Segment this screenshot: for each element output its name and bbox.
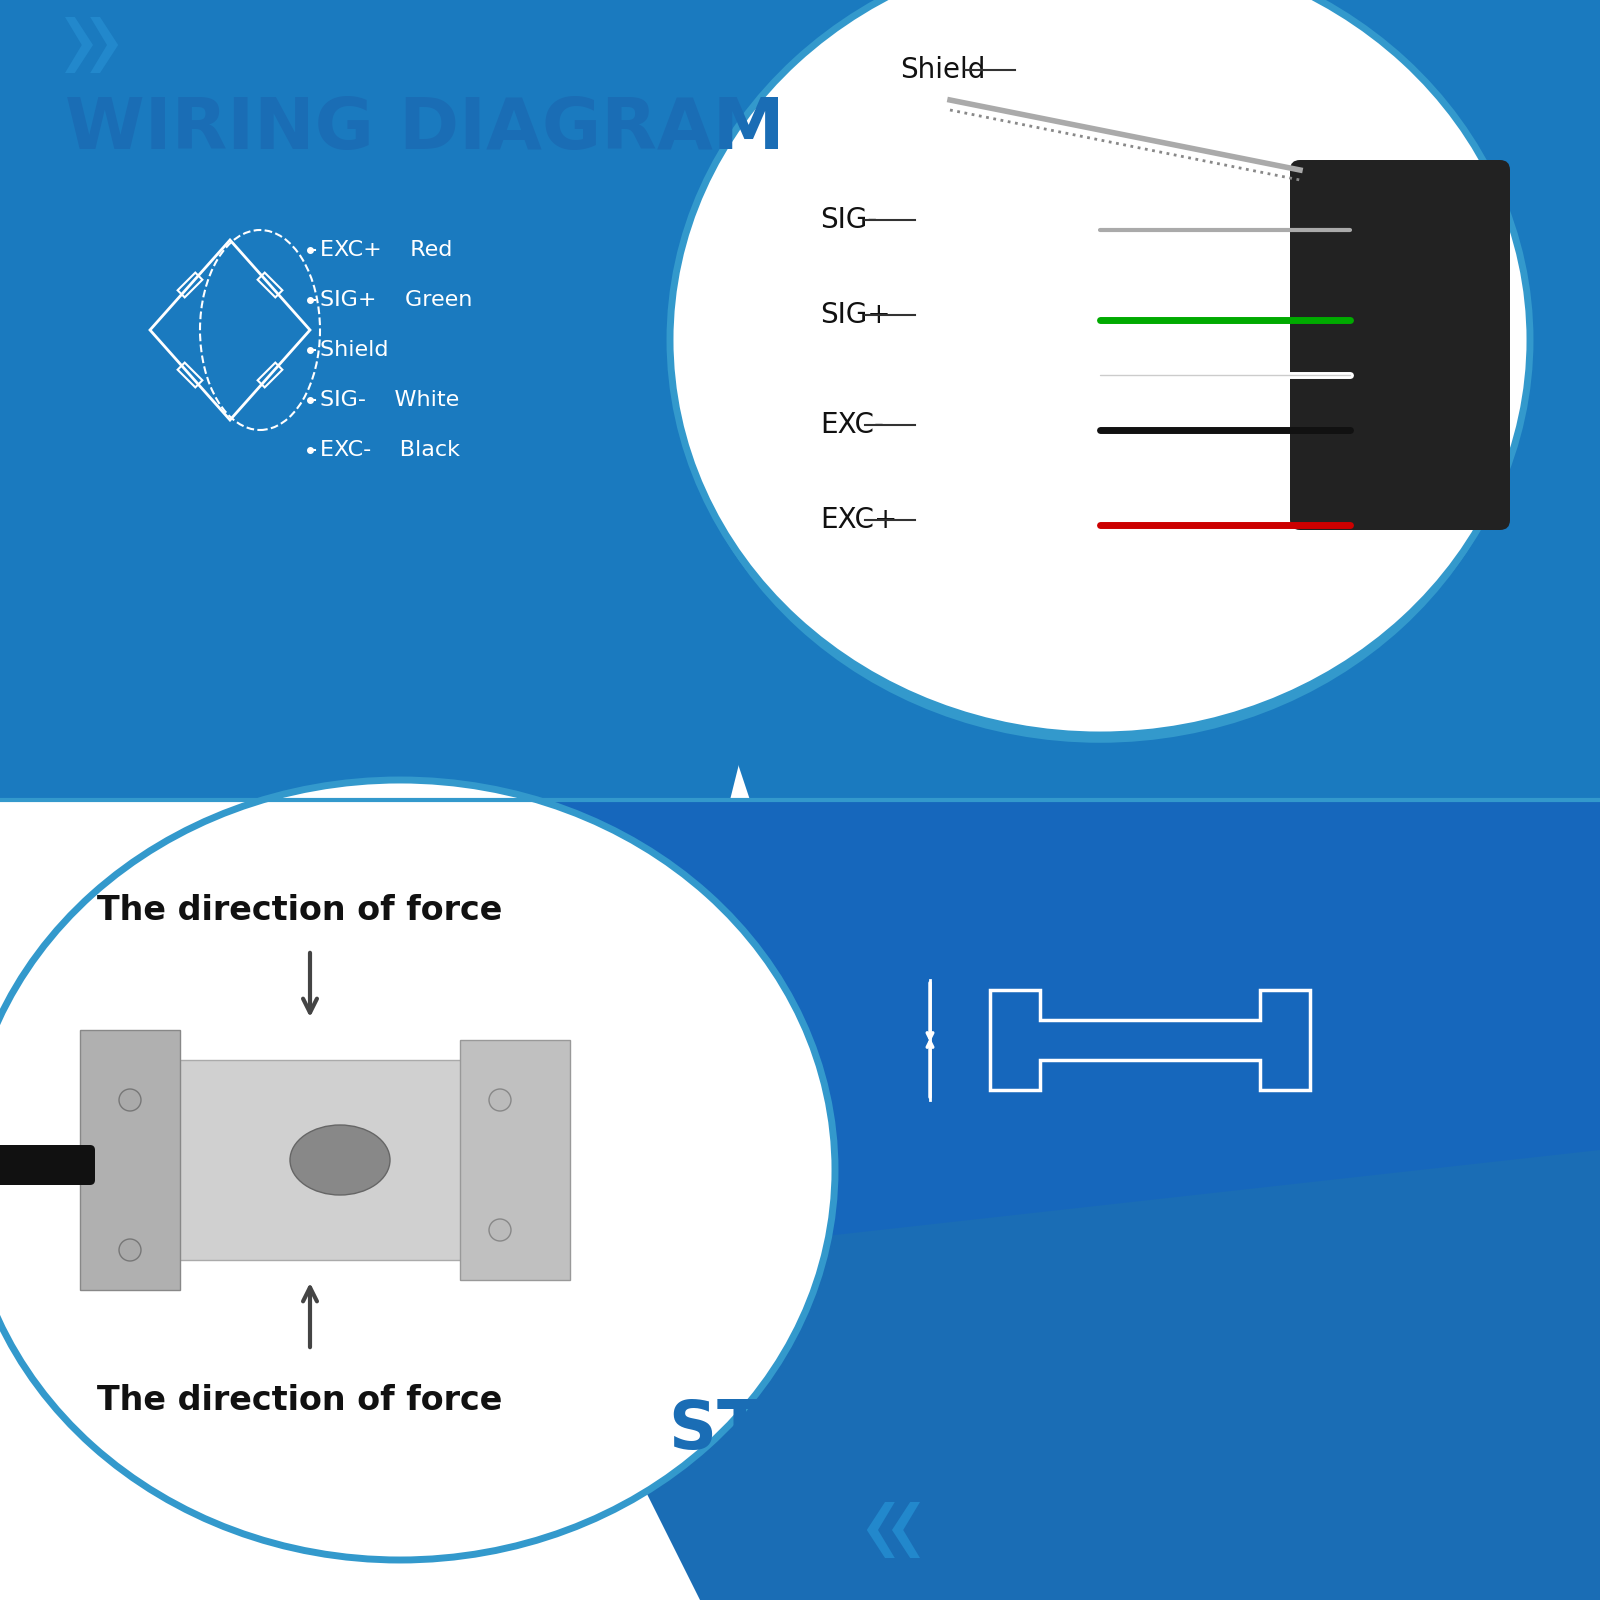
Bar bbox=[178, 272, 202, 298]
Polygon shape bbox=[499, 800, 1600, 1250]
Ellipse shape bbox=[490, 1090, 510, 1110]
Text: EXC-    Black: EXC- Black bbox=[320, 440, 461, 461]
Ellipse shape bbox=[670, 0, 1530, 734]
Bar bbox=[80, 1030, 179, 1290]
FancyBboxPatch shape bbox=[0, 1146, 94, 1186]
Polygon shape bbox=[867, 1502, 894, 1558]
Polygon shape bbox=[90, 18, 118, 74]
Ellipse shape bbox=[0, 781, 835, 1560]
Text: EXC+: EXC+ bbox=[819, 506, 898, 534]
Ellipse shape bbox=[290, 1125, 390, 1195]
Polygon shape bbox=[600, 0, 1600, 800]
Bar bbox=[258, 363, 282, 387]
Text: SIG-    White: SIG- White bbox=[320, 390, 459, 410]
Bar bbox=[461, 1040, 570, 1280]
Polygon shape bbox=[66, 18, 93, 74]
Text: The direction of force: The direction of force bbox=[98, 1384, 502, 1416]
Text: Shield: Shield bbox=[320, 341, 418, 360]
Text: WIRING DIAGRAM: WIRING DIAGRAM bbox=[66, 94, 784, 165]
FancyBboxPatch shape bbox=[1290, 160, 1510, 530]
Ellipse shape bbox=[675, 0, 1525, 739]
Bar bbox=[130, 1059, 550, 1261]
Text: SIG+    Green: SIG+ Green bbox=[320, 290, 472, 310]
Text: EXC+    Red: EXC+ Red bbox=[320, 240, 453, 259]
Text: EXC-: EXC- bbox=[819, 411, 883, 438]
Text: Shield: Shield bbox=[899, 56, 986, 83]
Polygon shape bbox=[893, 1502, 920, 1558]
Ellipse shape bbox=[490, 1219, 510, 1242]
Bar bbox=[258, 272, 282, 298]
Text: SIG-: SIG- bbox=[819, 206, 877, 234]
Text: SIG+: SIG+ bbox=[819, 301, 891, 330]
Polygon shape bbox=[499, 800, 1600, 1600]
Text: STRESS DIAGRAM: STRESS DIAGRAM bbox=[669, 1397, 1331, 1462]
Ellipse shape bbox=[118, 1090, 141, 1110]
Polygon shape bbox=[0, 0, 830, 800]
Bar bbox=[178, 363, 202, 387]
Ellipse shape bbox=[118, 1238, 141, 1261]
Text: The direction of force: The direction of force bbox=[98, 893, 502, 926]
